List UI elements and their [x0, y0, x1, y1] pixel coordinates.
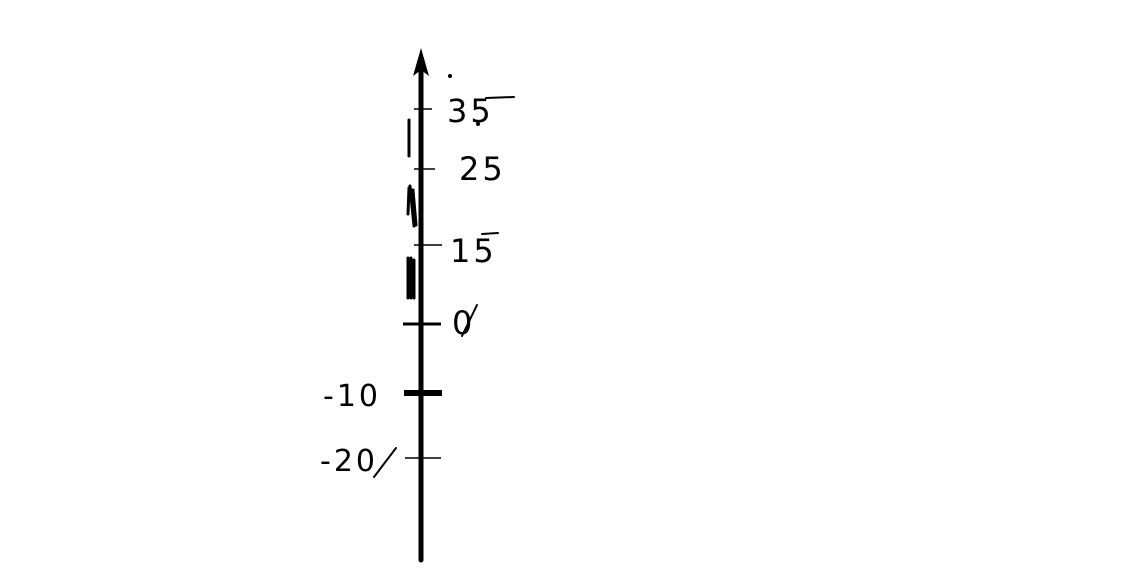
label-35: 35	[447, 92, 494, 130]
scribble-mark	[406, 184, 418, 228]
label-35-flourish	[485, 96, 515, 99]
label-15: 15	[450, 232, 497, 270]
scribble-mark	[406, 256, 416, 300]
axis-arrowhead	[413, 48, 429, 76]
label-minus-20-slash	[373, 447, 397, 478]
label-15-flourish	[481, 232, 499, 235]
stray-dot	[476, 122, 480, 126]
label-minus-20: -20	[320, 444, 378, 479]
label-0: 0	[452, 304, 475, 342]
label-25: 25	[459, 150, 506, 188]
label-minus-10: -10	[323, 379, 381, 414]
stray-dot	[448, 74, 452, 78]
label-0-slash	[461, 304, 478, 337]
